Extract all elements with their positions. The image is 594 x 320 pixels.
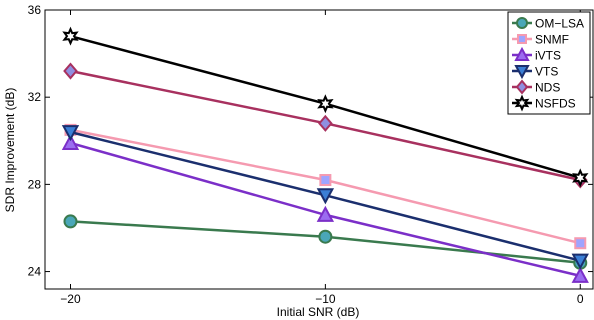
legend-item: iVTS <box>512 46 561 63</box>
data-point <box>319 174 332 187</box>
y-tick-label: 24 <box>28 265 42 279</box>
legend-marker <box>514 46 530 61</box>
data-point <box>62 26 79 46</box>
y-axis-ticks: 24 28 32 36 <box>28 3 593 279</box>
data-point <box>571 266 589 283</box>
data-point <box>574 237 587 250</box>
legend-label: OM−LSA <box>535 17 584 31</box>
legend-label: NSFDS <box>535 97 576 111</box>
data-point <box>572 168 589 188</box>
legend-marker <box>515 79 529 95</box>
data-point <box>61 125 80 142</box>
data-point <box>63 62 78 80</box>
y-axis-label: SDR Improvement (dB) <box>3 88 17 213</box>
data-point <box>61 133 80 150</box>
x-tick-label: −20 <box>60 292 81 306</box>
series-nds <box>63 62 588 189</box>
data-point <box>63 214 78 229</box>
legend-marker <box>514 94 530 112</box>
legend-label: iVTS <box>535 49 561 63</box>
legend-label: VTS <box>535 65 558 79</box>
legend-marker <box>514 65 530 80</box>
x-tick-label: −10 <box>315 292 336 306</box>
legend-marker <box>516 17 528 29</box>
data-point <box>318 114 333 132</box>
y-tick-label: 32 <box>28 90 42 104</box>
legend-item: NDS <box>512 79 560 95</box>
legend-item: NSFDS <box>512 94 576 112</box>
legend-label: SNMF <box>535 33 569 47</box>
y-tick-label: 28 <box>28 177 42 191</box>
data-point <box>571 253 589 270</box>
series-ivts <box>61 133 589 283</box>
legend-label: NDS <box>535 81 560 95</box>
series-nsfds <box>62 26 589 188</box>
legend-item: VTS <box>512 65 558 80</box>
x-axis-ticks: −20 −10 0 <box>60 10 584 306</box>
series-vts <box>61 125 589 270</box>
data-point <box>317 94 334 114</box>
legend: OM−LSA SNMF iVTS VTS NDS NSFDS <box>507 11 591 115</box>
y-tick-label: 36 <box>28 3 42 17</box>
data-point <box>316 188 335 205</box>
legend-marker <box>517 34 527 44</box>
legend-item: SNMF <box>512 33 569 47</box>
x-tick-label: 0 <box>577 292 584 306</box>
legend-item: OM−LSA <box>512 17 584 31</box>
data-point <box>316 205 335 222</box>
data-point <box>318 229 333 244</box>
x-axis-label: Initial SNR (dB) <box>277 305 360 319</box>
series-group <box>61 26 589 283</box>
